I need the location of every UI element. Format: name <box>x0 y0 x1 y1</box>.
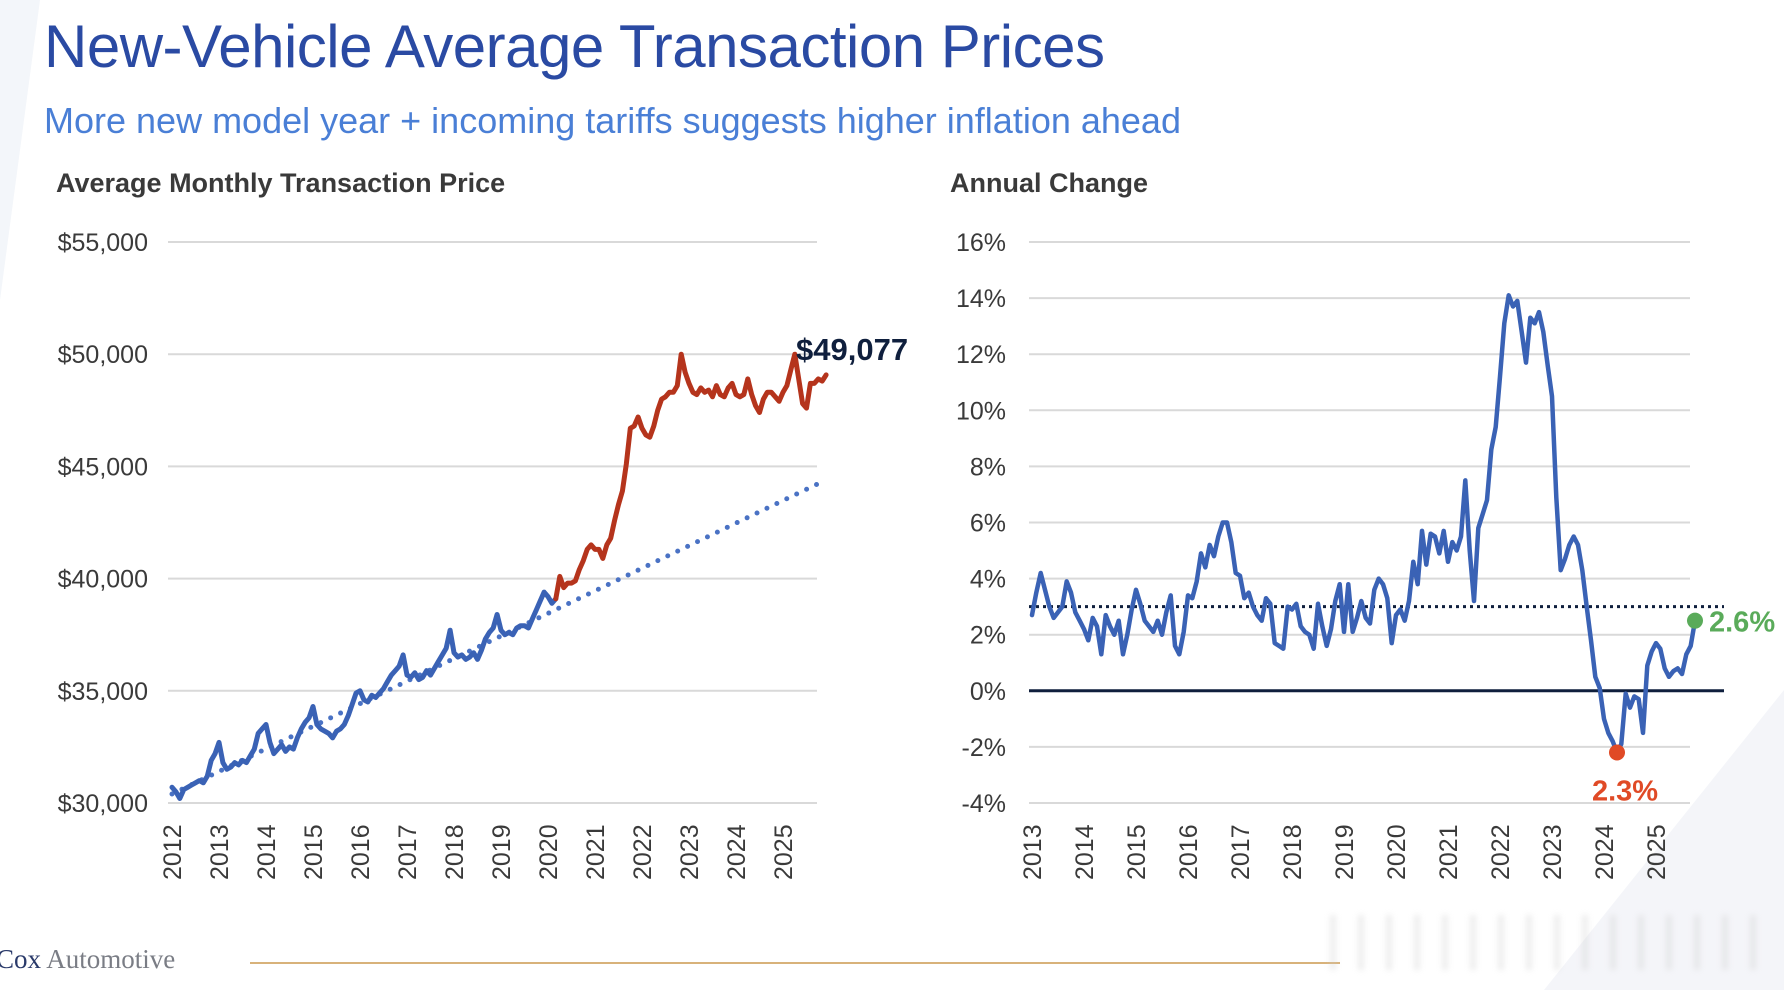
price-series-blue <box>169 589 559 801</box>
x-tick-label: 2022 <box>1487 824 1515 880</box>
y-tick-label: 14% <box>956 285 1006 313</box>
x-tick-label: 2025 <box>1643 824 1671 880</box>
y-tick-label: $50,000 <box>58 341 148 369</box>
left-chart-title: Average Monthly Transaction Price <box>56 168 506 198</box>
x-tick-label: 2021 <box>1435 824 1463 880</box>
x-tick-label: 2013 <box>206 824 234 880</box>
y-tick-label: 0% <box>970 678 1006 706</box>
y-tick-label: $55,000 <box>58 229 148 257</box>
y-tick-label: $40,000 <box>58 566 148 594</box>
footer-divider <box>250 962 1340 964</box>
x-tick-label: 2016 <box>347 824 375 880</box>
watermark <box>1330 915 1770 970</box>
annual-change-series <box>1029 293 1698 755</box>
logo-text-cox: Cox <box>0 944 42 974</box>
x-tick-label: 2012 <box>159 824 187 880</box>
x-tick-label: 2015 <box>1123 824 1151 880</box>
trend-line <box>169 477 829 797</box>
x-tick-label: 2013 <box>1019 824 1047 880</box>
x-tick-label: 2014 <box>253 824 281 880</box>
background-decoration <box>1544 690 1784 990</box>
y-tick-label: 8% <box>970 453 1006 481</box>
y-tick-label: 16% <box>956 229 1006 257</box>
minimum-marker <box>1609 744 1625 761</box>
y-tick-label: 4% <box>970 566 1006 594</box>
y-tick-label: -4% <box>962 790 1006 818</box>
x-tick-label: 2023 <box>676 824 704 880</box>
x-tick-label: 2015 <box>300 824 328 880</box>
x-tick-label: 2025 <box>770 824 798 880</box>
cox-automotive-logo: Cox Automotive <box>0 944 175 975</box>
page-title: New-Vehicle Average Transaction Prices <box>44 13 1105 80</box>
x-tick-label: 2017 <box>1227 824 1255 880</box>
latest-label: 2.6% <box>1709 607 1775 639</box>
price-series-red <box>553 351 829 602</box>
x-tick-label: 2019 <box>488 824 516 880</box>
latest-marker <box>1687 612 1703 629</box>
price-line-chart: $30,000 $35,000 $40,000 $45,000 $50,000 $55,0… <box>58 229 908 880</box>
annual-change-line-chart: -4% -2% 0% 2% 4% 6% 8% 10% 12% 14% 16% 2013 2014 2015… <box>956 229 1775 880</box>
x-tick-label: 2018 <box>1279 824 1307 880</box>
y-tick-label: -2% <box>962 734 1006 762</box>
x-tick-label: 2020 <box>1383 824 1411 880</box>
background-decoration <box>0 0 40 300</box>
x-tick-label: 2024 <box>723 824 751 880</box>
page-subtitle: More new model year + incoming tariffs s… <box>44 100 1181 141</box>
y-tick-label: $30,000 <box>58 790 148 818</box>
y-tick-label: 2% <box>970 622 1006 650</box>
y-tick-label: $35,000 <box>58 678 148 706</box>
logo-text-automotive: Automotive <box>46 944 176 974</box>
x-tick-label: 2024 <box>1591 824 1619 880</box>
x-tick-label: 2019 <box>1331 824 1359 880</box>
minimum-label: 2.3% <box>1592 776 1658 808</box>
end-value-label: $49,077 <box>796 332 908 367</box>
x-tick-label: 2022 <box>629 824 657 880</box>
y-tick-label: $45,000 <box>58 453 148 481</box>
y-tick-label: 12% <box>956 341 1006 369</box>
y-tick-label: 10% <box>956 397 1006 425</box>
x-tick-label: 2016 <box>1175 824 1203 880</box>
x-tick-label: 2017 <box>394 824 422 880</box>
x-tick-label: 2020 <box>535 824 563 880</box>
x-tick-label: 2023 <box>1539 824 1567 880</box>
x-tick-label: 2014 <box>1071 824 1099 880</box>
y-tick-label: 6% <box>970 510 1006 538</box>
x-tick-label: 2021 <box>582 824 610 880</box>
x-tick-label: 2018 <box>441 824 469 880</box>
right-chart-title: Annual Change <box>950 168 1149 198</box>
